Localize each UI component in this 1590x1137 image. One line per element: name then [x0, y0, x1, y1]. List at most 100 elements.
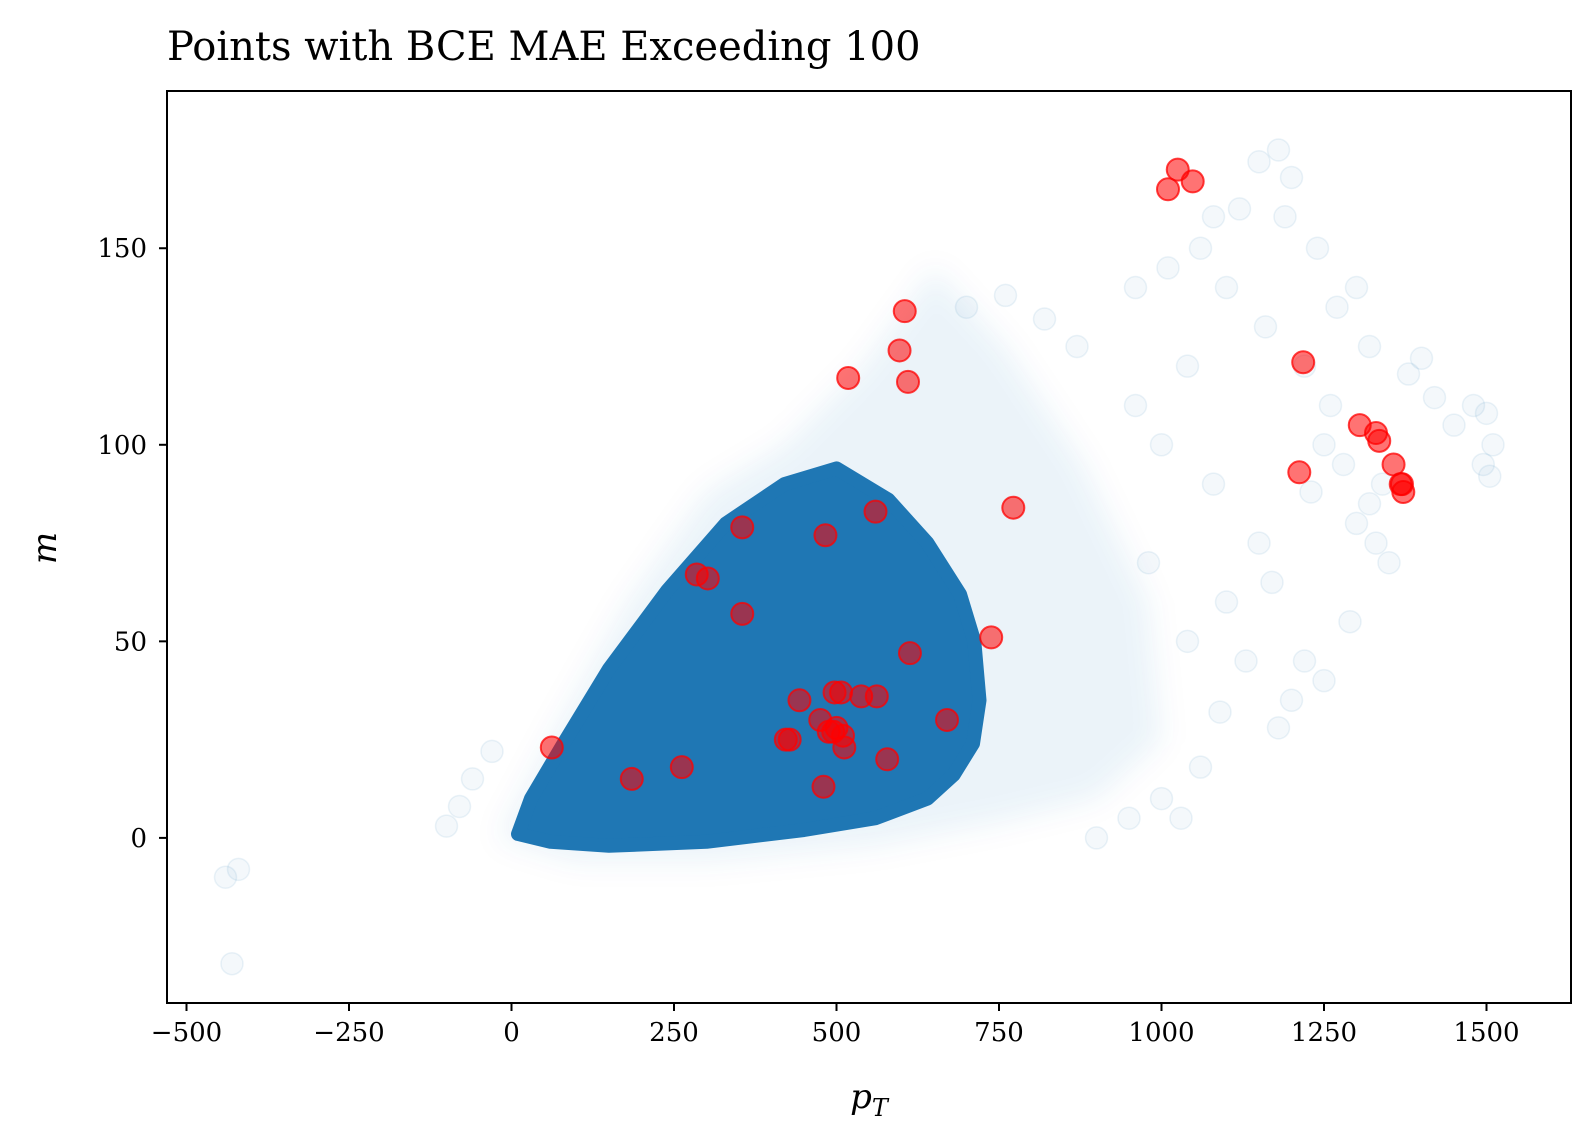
- x-tick-label: 750: [974, 1018, 1024, 1048]
- faint-data-point: [1117, 806, 1141, 830]
- y-axis: 0 50 100 150: [97, 234, 167, 854]
- background-dense-region: [511, 461, 987, 853]
- highlight-data-point: [777, 727, 802, 752]
- faint-data-point: [993, 283, 1018, 308]
- faint-data-point: [1266, 716, 1291, 740]
- faint-data-point: [1409, 346, 1434, 371]
- faint-data-point: [1461, 393, 1486, 418]
- faint-data-point: [1247, 150, 1271, 174]
- faint-data-point: [1169, 806, 1193, 830]
- x-tick-label: 1500: [1453, 1018, 1519, 1048]
- faint-data-point: [1273, 205, 1297, 229]
- highlight-data-point: [1001, 495, 1026, 520]
- faint-data-point: [220, 951, 244, 976]
- faint-data-point: [226, 857, 251, 882]
- faint-data-point: [1123, 275, 1148, 300]
- faint-data-point: [1357, 492, 1382, 516]
- faint-data-point: [1318, 393, 1343, 418]
- x-tick-label: −500: [151, 1018, 222, 1048]
- faint-data-point: [1292, 649, 1317, 673]
- faint-data-point: [1396, 362, 1421, 386]
- y-tick-label: 50: [114, 627, 147, 657]
- faint-data-point: [1338, 609, 1362, 634]
- faint-data-point: [480, 739, 504, 764]
- plot-area: [213, 138, 1505, 976]
- faint-data-point: [1084, 826, 1109, 850]
- highlight-data-point: [1291, 350, 1316, 375]
- highlight-data-point: [979, 625, 1004, 650]
- faint-data-point: [1123, 393, 1148, 418]
- faint-data-point: [1331, 452, 1356, 477]
- highlight-data-point: [896, 369, 920, 394]
- faint-data-point: [1279, 688, 1304, 713]
- faint-data-point: [1481, 433, 1505, 457]
- highlight-data-point: [832, 735, 857, 760]
- x-axis-label: pT: [850, 1077, 890, 1122]
- faint-data-point: [1364, 531, 1388, 555]
- faint-data-point: [1344, 511, 1369, 536]
- faint-data-point: [1299, 480, 1323, 504]
- faint-data-point: [1136, 550, 1161, 575]
- x-tick-label: 0: [503, 1018, 520, 1048]
- faint-scatter-layer: [213, 138, 1505, 976]
- faint-data-point: [1260, 570, 1284, 595]
- highlight-data-point: [539, 735, 564, 760]
- faint-data-point: [1279, 165, 1304, 190]
- faint-data-point: [1344, 275, 1369, 300]
- x-tick-label: −250: [313, 1018, 384, 1048]
- faint-data-point: [1201, 205, 1226, 229]
- faint-data-point: [1234, 649, 1258, 673]
- faint-data-point: [1149, 786, 1174, 811]
- faint-data-point: [1247, 531, 1271, 555]
- faint-data-point: [1377, 550, 1401, 575]
- x-tick-label: 250: [649, 1018, 699, 1048]
- faint-data-point: [1175, 629, 1200, 654]
- y-tick-label: 100: [97, 431, 147, 461]
- faint-data-point: [434, 814, 459, 838]
- highlight-data-point: [897, 641, 922, 666]
- highlight-data-point: [1287, 460, 1312, 485]
- faint-data-point: [1188, 755, 1213, 779]
- faint-data-point: [1065, 334, 1089, 359]
- highlight-data-point: [1367, 428, 1392, 453]
- faint-data-point: [1442, 413, 1466, 437]
- highlight-data-point: [811, 774, 836, 799]
- faint-data-point: [1201, 472, 1226, 496]
- highlight-data-point: [829, 680, 854, 705]
- highlight-data-point: [787, 688, 812, 713]
- x-tick-label: 1250: [1291, 1018, 1357, 1048]
- faint-data-point: [1325, 295, 1349, 319]
- faint-data-point: [1208, 700, 1232, 724]
- faint-data-point: [954, 295, 979, 319]
- x-tick-label: 500: [812, 1018, 862, 1048]
- faint-data-point: [1032, 307, 1057, 331]
- plot-frame: [166, 90, 1572, 1004]
- faint-data-point: [1175, 354, 1200, 378]
- faint-data-point: [1471, 452, 1495, 477]
- faint-data-point: [1474, 401, 1499, 426]
- faint-data-point: [1227, 197, 1252, 221]
- highlight-data-point: [875, 747, 900, 772]
- faint-data-point: [460, 767, 485, 791]
- faint-data-point: [1156, 256, 1180, 280]
- faint-data-point: [1214, 275, 1239, 300]
- highlight-scatter-layer: [539, 157, 1416, 799]
- highlight-data-point: [864, 684, 889, 709]
- highlight-data-point: [1180, 169, 1205, 194]
- y-tick-label: 0: [130, 824, 147, 854]
- chart-title: Points with BCE MAE Exceeding 100: [167, 24, 921, 70]
- highlight-data-point: [836, 365, 861, 390]
- highlight-data-point: [892, 299, 917, 324]
- highlight-data-point: [887, 338, 912, 363]
- highlight-data-point: [695, 566, 720, 591]
- background-scatter-layer: [498, 267, 1162, 862]
- faint-data-point: [1312, 433, 1336, 457]
- faint-data-point: [1253, 315, 1278, 339]
- faint-data-point: [447, 794, 472, 819]
- y-tick-label: 150: [97, 234, 147, 264]
- faint-data-point: [213, 865, 238, 889]
- highlight-data-point: [619, 766, 644, 791]
- highlight-data-point: [1156, 177, 1180, 202]
- y-axis-label: m: [25, 532, 65, 564]
